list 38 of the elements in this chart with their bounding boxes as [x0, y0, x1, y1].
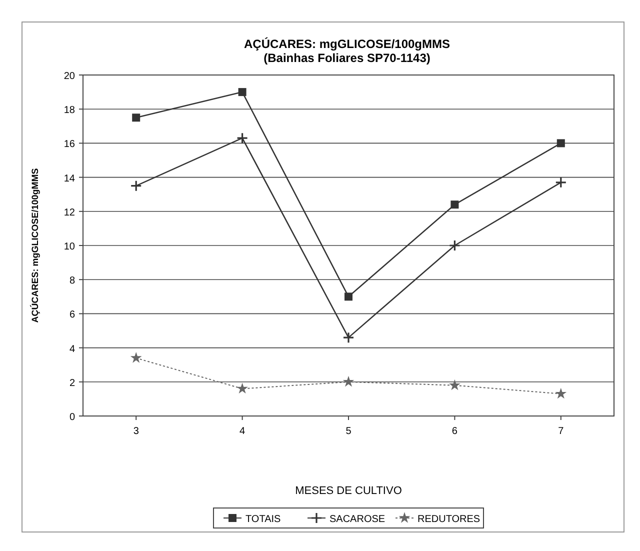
- legend-label: TOTAIS: [246, 514, 282, 525]
- point: [236, 132, 248, 144]
- point: [555, 176, 567, 188]
- chart-title: AÇÚCARES: mgGLICOSE/100gMMS: [244, 37, 450, 51]
- point: [555, 388, 567, 399]
- y-tick-label: 0: [69, 412, 76, 423]
- y-tick-label: 12: [64, 207, 76, 218]
- point: [130, 352, 142, 363]
- y-tick-label: 10: [64, 242, 76, 252]
- y-axis-title: AÇÚCARES: mgGLICOSE/100gMMS: [30, 168, 40, 323]
- x-tick-label: 7: [558, 426, 564, 437]
- y-tick-label: 4: [69, 344, 76, 355]
- point: [449, 379, 460, 390]
- y-tick-label: 14: [64, 173, 76, 184]
- y-tick-label: 8: [69, 276, 76, 287]
- x-tick-label: 3: [133, 426, 140, 437]
- legend-label: SACAROSE: [330, 514, 386, 525]
- point: [132, 114, 140, 122]
- point: [238, 88, 246, 96]
- y-tick-label: 2: [69, 378, 76, 389]
- y-tick-label: 20: [64, 71, 76, 82]
- chart-subtitle: (Bainhas Foliares SP70-1143): [264, 51, 430, 65]
- x-tick-label: 6: [452, 426, 458, 437]
- point: [450, 200, 459, 209]
- y-tick-label: 16: [64, 139, 76, 150]
- point: [342, 332, 354, 344]
- y-tick-label: 18: [64, 105, 76, 116]
- point: [130, 180, 142, 192]
- x-axis-title: MESES DE CULTIVO: [295, 485, 402, 497]
- point: [342, 376, 354, 387]
- y-tick-label: 6: [69, 310, 76, 321]
- legend-label: REDUTORES: [418, 514, 480, 525]
- point: [448, 240, 460, 252]
- point: [236, 382, 248, 394]
- point: [344, 292, 352, 301]
- x-tick-label: 5: [346, 426, 352, 437]
- x-tick-label: 4: [240, 426, 246, 437]
- point: [556, 139, 565, 148]
